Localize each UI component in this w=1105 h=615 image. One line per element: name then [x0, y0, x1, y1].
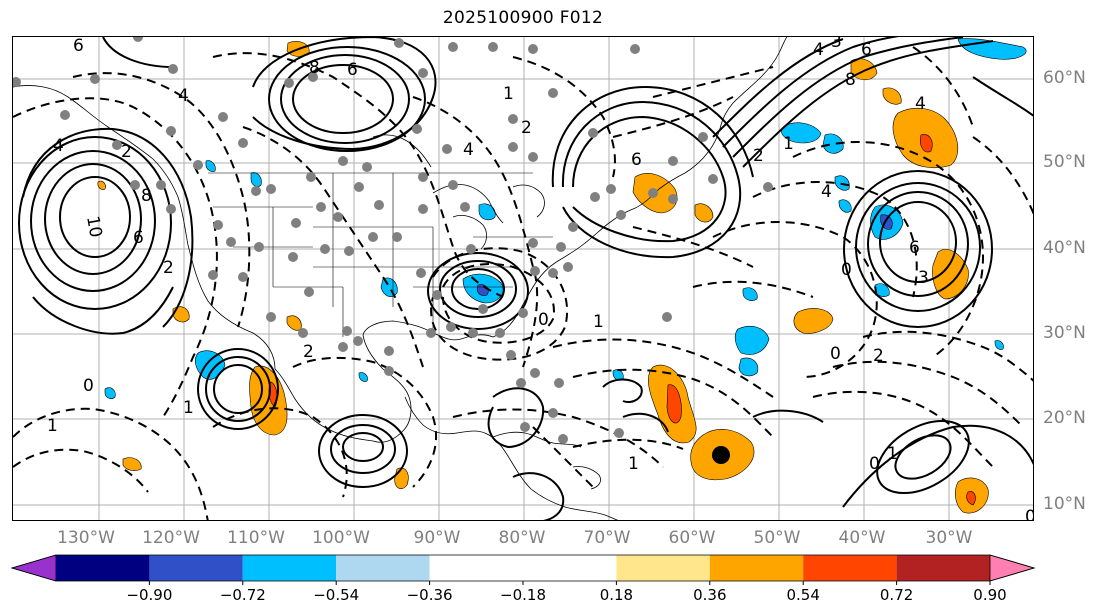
- contour-label: 1: [628, 454, 639, 474]
- colorbar-tick-label: −0.90: [126, 586, 173, 604]
- contour-label: 1: [47, 416, 58, 436]
- contour-label: 2: [873, 346, 884, 366]
- contour-label: 8: [309, 58, 320, 78]
- lat-label: 50°N: [1043, 152, 1086, 172]
- colorbar-segment: [336, 555, 430, 581]
- colorbar-segment: [242, 555, 337, 581]
- map-panel: 6 4 2 4 8 6 10 8 6 2 1 4 2 1 2 6 4 3 2 1…: [12, 36, 1034, 521]
- contour-label: 1: [887, 444, 898, 464]
- graticule: [13, 37, 1033, 520]
- lon-label: 50°W: [753, 528, 801, 548]
- contour-label: 4: [915, 94, 926, 114]
- contour-label: 1: [183, 398, 194, 418]
- colorbar-segment: [523, 555, 617, 581]
- colorbar-tick-label: 0.72: [879, 586, 914, 604]
- station-markers: [13, 37, 773, 444]
- colorbar-outline: [10, 554, 1036, 582]
- lat-label: 60°N: [1043, 68, 1086, 88]
- colorbar-segment: [429, 555, 523, 581]
- positive-contours: [18, 37, 1033, 520]
- colorbar-segment: [709, 555, 804, 581]
- colorbar-tick-label: −0.18: [500, 586, 546, 604]
- contour-label: 4: [813, 40, 824, 60]
- colorbar-tick-label: −0.72: [219, 586, 266, 604]
- contour-label: 6: [861, 40, 872, 60]
- lat-label: 30°N: [1043, 323, 1086, 343]
- lat-label: 40°N: [1043, 238, 1086, 258]
- lon-label: 30°W: [925, 528, 973, 548]
- contour-label: 10: [82, 214, 105, 239]
- lon-label: 120°W: [142, 528, 200, 548]
- contour-label: 8: [141, 186, 152, 206]
- contour-label: 6: [631, 150, 642, 170]
- colorbar-segment: [56, 555, 150, 581]
- contour-label: 2: [303, 342, 314, 362]
- contour-label: 1: [503, 84, 514, 104]
- contour-label: 4: [178, 86, 189, 106]
- contour-label: 6: [73, 37, 84, 56]
- map-canvas: 6 4 2 4 8 6 10 8 6 2 1 4 2 1 2 6 4 3 2 1…: [13, 37, 1034, 521]
- lon-label: 70°W: [583, 528, 631, 548]
- contour-label: 4: [463, 140, 474, 160]
- contour-label: 0: [841, 260, 852, 280]
- contour-label: 3: [831, 37, 842, 52]
- colorbar-extend-left: [10, 554, 57, 582]
- colorbar-extend-right: [989, 554, 1036, 582]
- contour-label: 4: [821, 182, 832, 202]
- colorbar-tick-label: 0.54: [786, 586, 820, 604]
- contour-label: 0: [1025, 507, 1034, 521]
- coastlines: [13, 37, 788, 520]
- lon-label: 100°W: [312, 528, 370, 548]
- marker-dot: [712, 446, 730, 464]
- lon-label: 110°W: [227, 528, 285, 548]
- contour-label: 8: [845, 70, 856, 90]
- contour-label: 0: [83, 376, 94, 396]
- lat-label: 20°N: [1043, 408, 1086, 428]
- contour-label: 0: [869, 454, 880, 474]
- lat-label: 10°N: [1043, 494, 1086, 514]
- contour-label: 6: [133, 228, 144, 248]
- contour-label: 2: [121, 142, 132, 162]
- contour-label: 2: [163, 258, 174, 278]
- contour-label: 1: [783, 134, 794, 154]
- contour-label: 0: [830, 344, 841, 364]
- contour-label: 4: [53, 136, 64, 156]
- lon-label: 40°W: [838, 528, 886, 548]
- colorbar-segment: [616, 555, 710, 581]
- colorbar-tick-label: 0.90: [973, 586, 1007, 604]
- colorbar-tick-label: 0.36: [693, 586, 727, 604]
- lon-label: 60°W: [668, 528, 716, 548]
- colorbar-segment: [149, 555, 243, 581]
- contour-label: 1: [593, 312, 604, 332]
- contour-label: 2: [753, 146, 764, 166]
- contour-labels: 6 4 2 4 8 6 10 8 6 2 1 4 2 1 2 6 4 3 2 1…: [47, 37, 1034, 521]
- contour-label: 6: [347, 60, 358, 80]
- political-borders: [208, 172, 553, 337]
- colorbar-segment: [896, 555, 990, 581]
- lon-label: 130°W: [57, 528, 115, 548]
- lon-label: 80°W: [498, 528, 546, 548]
- map-title: 2025100900 F012: [442, 8, 604, 28]
- colorbar-tick-label: −0.54: [313, 586, 360, 604]
- contour-label: 3: [918, 268, 929, 288]
- contour-label: 2: [521, 118, 532, 138]
- colorbar-tick-label: 0.18: [599, 586, 634, 604]
- lon-label: 90°W: [413, 528, 461, 548]
- colorbar-tick-label: −0.36: [406, 586, 453, 604]
- contour-label: 0: [538, 310, 549, 330]
- colorbar: [10, 554, 1036, 585]
- colorbar-segment: [803, 555, 897, 581]
- contour-label: 6: [909, 238, 920, 258]
